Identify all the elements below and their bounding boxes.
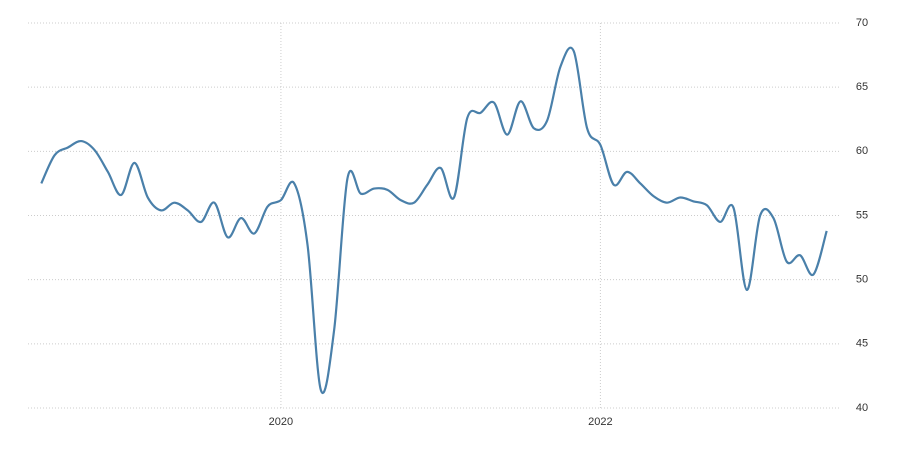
y-tick-label: 60 [856,145,868,157]
y-tick-label: 45 [856,338,868,350]
x-tick-label: 2022 [588,416,612,428]
y-tick-label: 70 [856,17,868,29]
y-tick-label: 40 [856,402,868,414]
y-tick-label: 50 [856,274,868,286]
y-tick-label: 55 [856,209,868,221]
x-tick-label: 2020 [269,416,293,428]
y-tick-label: 65 [856,81,868,93]
line [40,46,828,394]
